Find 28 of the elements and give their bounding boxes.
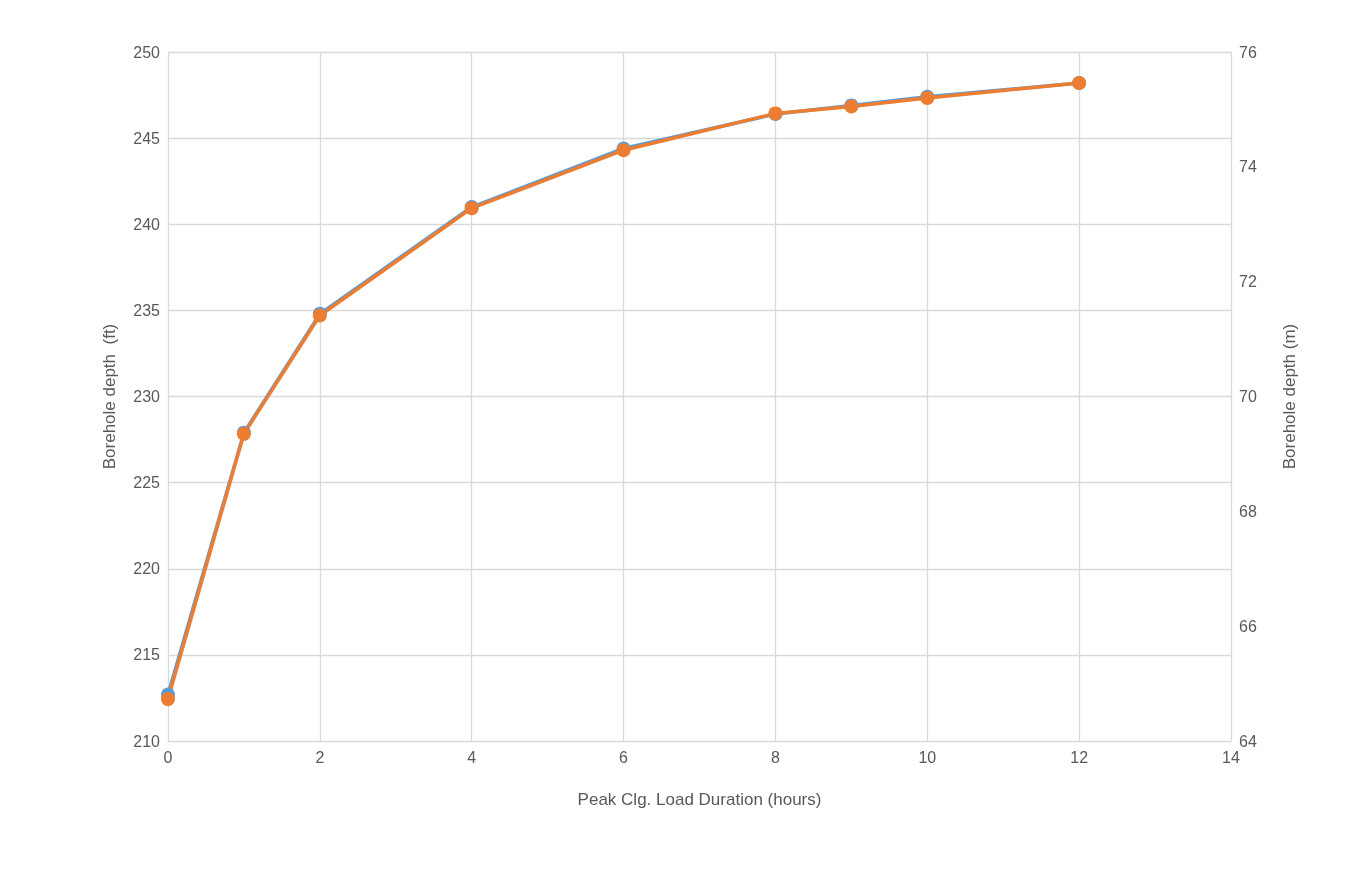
y-tick-label: 240 bbox=[133, 215, 161, 233]
y-tick-label: 215 bbox=[133, 646, 161, 664]
y-tick-label: 245 bbox=[133, 129, 161, 147]
y2-tick-label: 68 bbox=[1239, 502, 1257, 520]
y2-axis-title: Borehole depth (m) bbox=[1280, 323, 1299, 470]
x-tick-label: 12 bbox=[1070, 748, 1089, 766]
y2-tick-label: 74 bbox=[1239, 158, 1257, 176]
x-tick-label: 10 bbox=[918, 748, 937, 766]
y-tick-label: 230 bbox=[133, 388, 161, 405]
y-tick-label: 250 bbox=[133, 43, 161, 61]
y-tick-label: 225 bbox=[133, 474, 161, 492]
x-tick-label: 8 bbox=[770, 748, 780, 766]
y-axis-title: Borehole depth (ft) bbox=[100, 323, 119, 470]
y-tick-label: 210 bbox=[133, 732, 161, 750]
x-tick-label: 2 bbox=[315, 748, 325, 766]
point bbox=[161, 692, 175, 707]
y-tick-label: 220 bbox=[133, 560, 161, 578]
y2-tick-label: 70 bbox=[1239, 388, 1257, 405]
x-tick-label: 14 bbox=[1222, 748, 1240, 766]
x-tick-label: 4 bbox=[467, 748, 477, 766]
x-axis-title: Peak Clg. Load Duration (hours) bbox=[577, 790, 822, 809]
y2-tick-label: 72 bbox=[1239, 273, 1257, 291]
y2-tick-label: 64 bbox=[1239, 732, 1257, 750]
y2-tick-label: 66 bbox=[1239, 617, 1257, 635]
x-tick-label: 6 bbox=[619, 748, 629, 766]
y-tick-label: 235 bbox=[133, 301, 161, 319]
x-tick-label: 0 bbox=[163, 748, 173, 766]
y2-tick-label: 76 bbox=[1239, 43, 1257, 61]
